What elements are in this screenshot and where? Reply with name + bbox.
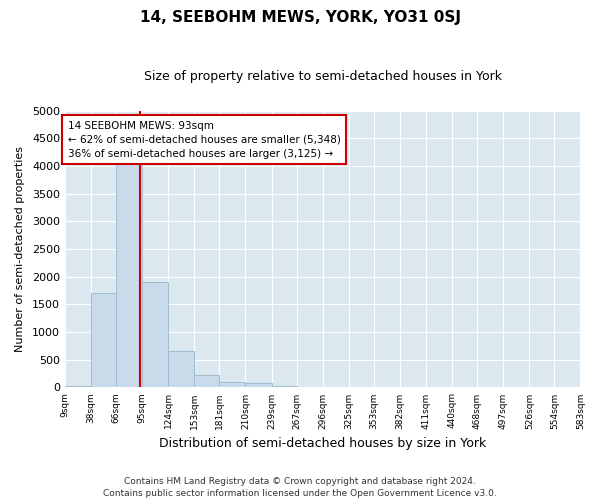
Text: Contains HM Land Registry data © Crown copyright and database right 2024.
Contai: Contains HM Land Registry data © Crown c… [103, 476, 497, 498]
Text: 14 SEEBOHM MEWS: 93sqm
← 62% of semi-detached houses are smaller (5,348)
36% of : 14 SEEBOHM MEWS: 93sqm ← 62% of semi-det… [68, 120, 341, 158]
Bar [220, 382, 245, 388]
Bar [116, 163, 142, 388]
Bar [65, 386, 91, 388]
Bar [91, 294, 116, 388]
Bar [168, 352, 194, 388]
X-axis label: Distribution of semi-detached houses by size in York: Distribution of semi-detached houses by … [159, 437, 487, 450]
Bar [142, 282, 168, 388]
Bar [272, 386, 296, 388]
Text: 14, SEEBOHM MEWS, YORK, YO31 0SJ: 14, SEEBOHM MEWS, YORK, YO31 0SJ [139, 10, 461, 25]
Bar [245, 383, 272, 388]
Y-axis label: Number of semi-detached properties: Number of semi-detached properties [15, 146, 25, 352]
Title: Size of property relative to semi-detached houses in York: Size of property relative to semi-detach… [144, 70, 502, 83]
Bar [194, 375, 220, 388]
